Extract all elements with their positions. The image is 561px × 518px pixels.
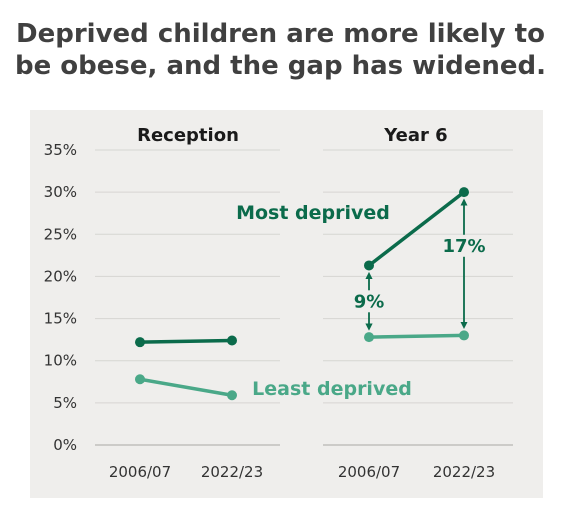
- y-tick-label: 0%: [53, 436, 77, 454]
- y-tick-label: 25%: [44, 225, 77, 243]
- gridlines: [95, 149, 513, 446]
- series-line: [138, 338, 234, 344]
- data-point: [135, 374, 145, 385]
- y-tick-label: 30%: [44, 183, 77, 201]
- gap-label: 17%: [442, 236, 485, 257]
- x-tick-label: 2006/07: [109, 463, 171, 481]
- gap-label-background: [353, 290, 385, 313]
- chart-panel: [30, 110, 543, 498]
- data-point: [364, 260, 374, 271]
- chart-title-line-1: Deprived children are more likely to: [16, 19, 545, 49]
- data-point: [227, 390, 237, 401]
- y-tick-label: 35%: [44, 141, 77, 159]
- y-tick-label: 20%: [44, 267, 77, 285]
- x-tick-label: 2022/23: [433, 463, 495, 481]
- x-tick-label: 2022/23: [201, 463, 263, 481]
- axes: 0% 5% 10% 15% 20% 25% 30% 35% Reception 2006/07 20…: [44, 125, 496, 481]
- chart-title-line-2: be obese, and the gap has widened.: [15, 51, 546, 81]
- data-point: [459, 187, 469, 198]
- y-tick-label: 10%: [44, 352, 77, 370]
- gap-label: 9%: [354, 291, 385, 312]
- series-label-least-deprived: Least deprived: [252, 378, 412, 400]
- data-point: [135, 337, 145, 348]
- y-tick-label: 5%: [53, 394, 77, 412]
- series-line: [367, 333, 466, 339]
- series-line: [367, 190, 466, 268]
- facet-title: Reception: [137, 125, 239, 146]
- x-tick-label: 2006/07: [338, 463, 400, 481]
- facet-title: Year 6: [383, 125, 447, 146]
- series-line: [138, 377, 234, 398]
- annotations: Most deprived Least deprived 9% 17%: [236, 198, 488, 400]
- y-tick-label: 15%: [44, 310, 77, 328]
- data-point: [364, 332, 374, 343]
- data-point: [459, 330, 469, 341]
- chart-title: Deprived children are more likely to be …: [0, 18, 561, 82]
- data-point: [227, 335, 237, 346]
- series-label-most-deprived: Most deprived: [236, 202, 390, 224]
- series: [135, 187, 469, 401]
- gap-label-background: [440, 234, 488, 257]
